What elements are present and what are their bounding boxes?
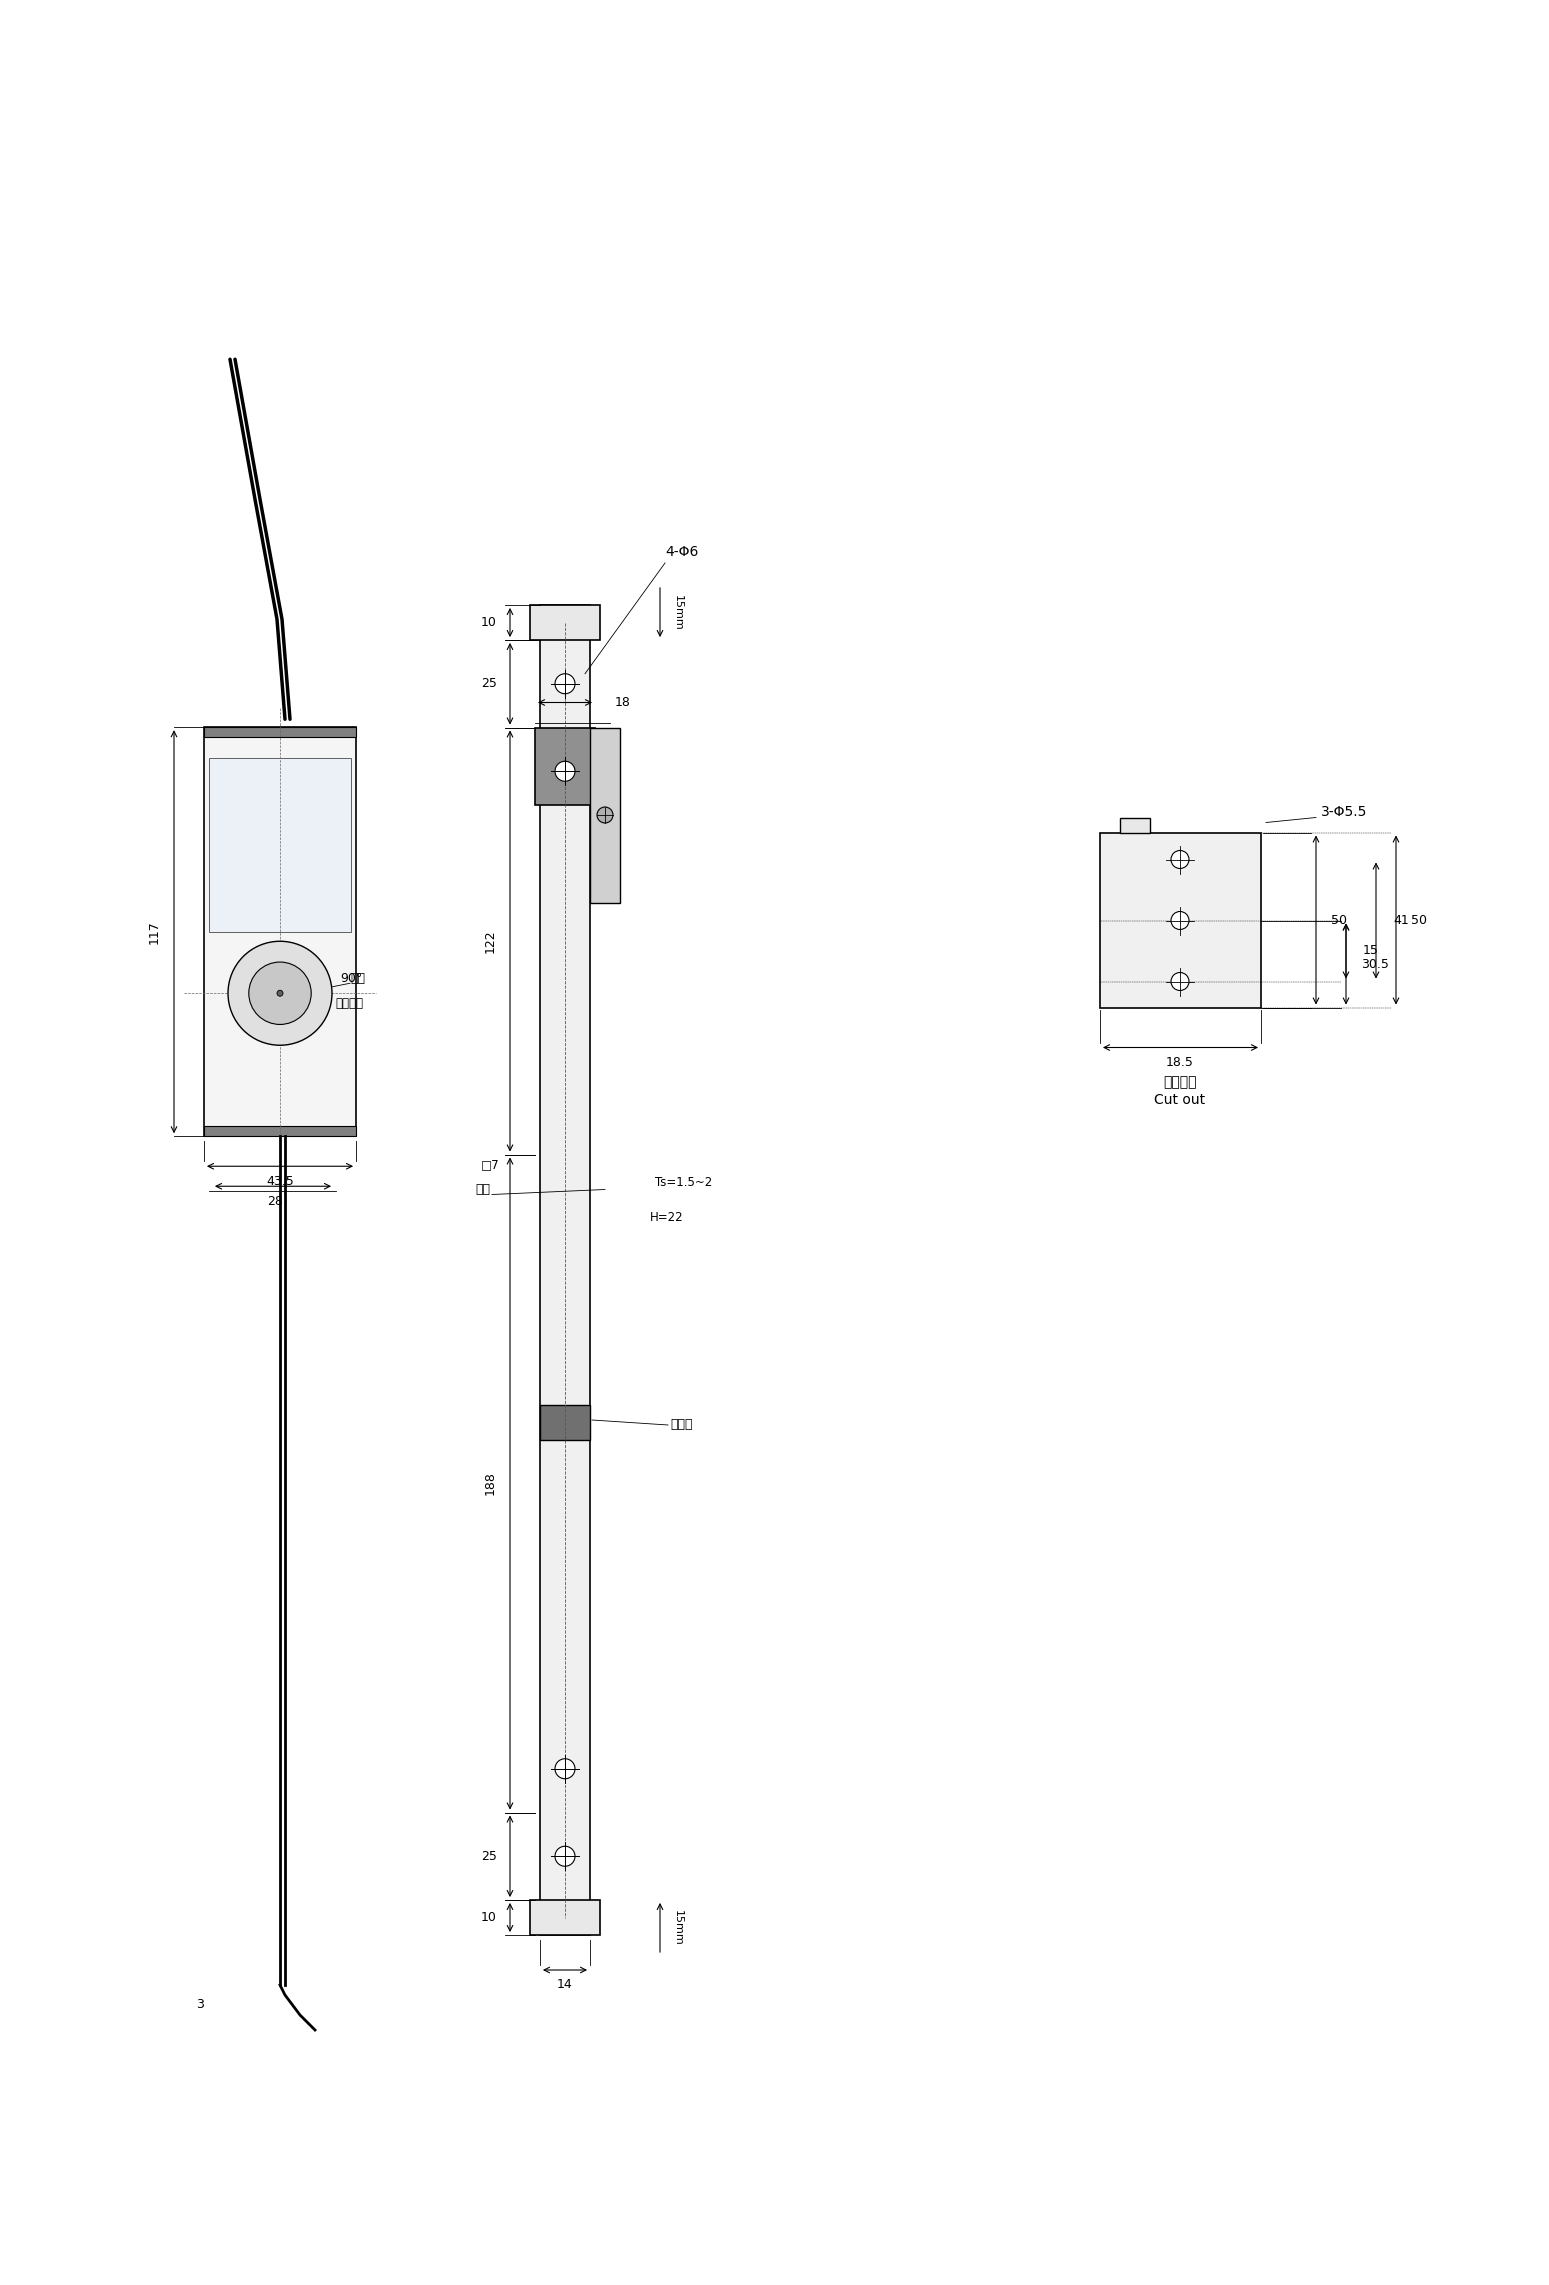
Circle shape — [555, 761, 575, 781]
Text: 50: 50 — [1411, 914, 1427, 928]
Circle shape — [1171, 912, 1190, 930]
Bar — [204, 1127, 356, 1136]
Text: 3-Φ5.5: 3-Φ5.5 — [1321, 807, 1368, 820]
Text: 传动条: 传动条 — [671, 1419, 692, 1430]
Text: 4-Φ6: 4-Φ6 — [665, 546, 699, 560]
Bar — [209, 759, 352, 932]
Text: 41: 41 — [1393, 914, 1408, 928]
Text: 15mm: 15mm — [672, 1910, 683, 1945]
Bar — [530, 1901, 599, 1935]
Bar — [534, 727, 595, 804]
Text: 15: 15 — [1363, 944, 1379, 957]
Text: 117: 117 — [149, 921, 161, 944]
Text: 50: 50 — [1331, 914, 1348, 928]
Circle shape — [1171, 973, 1190, 989]
Text: 18.5: 18.5 — [1166, 1056, 1194, 1069]
Text: H=22: H=22 — [651, 1211, 683, 1225]
Bar — [1100, 832, 1261, 1008]
Text: 3: 3 — [197, 1999, 204, 2011]
Text: 18: 18 — [615, 697, 630, 708]
Text: 锁芯: 锁芯 — [350, 971, 366, 985]
Text: 28: 28 — [266, 1195, 283, 1209]
Text: 90°: 90° — [339, 971, 362, 985]
Text: □7: □7 — [482, 1158, 500, 1172]
Text: 188: 188 — [483, 1472, 497, 1494]
Text: 15mm: 15mm — [672, 594, 683, 631]
Circle shape — [1171, 850, 1190, 868]
Text: 开孔尺寸: 开孔尺寸 — [1163, 1076, 1197, 1090]
Text: 钒栓: 钒栓 — [476, 1184, 489, 1195]
Text: 10: 10 — [482, 1910, 497, 1924]
Circle shape — [555, 1846, 575, 1867]
Bar — [204, 727, 356, 738]
Text: 25: 25 — [482, 676, 497, 690]
Bar — [1120, 818, 1149, 832]
Text: Ts=1.5~2: Ts=1.5~2 — [655, 1177, 713, 1188]
Bar — [541, 1405, 590, 1440]
Circle shape — [555, 1759, 575, 1778]
Text: 43.5: 43.5 — [266, 1174, 294, 1188]
Text: Cut out: Cut out — [1154, 1092, 1205, 1106]
Circle shape — [555, 674, 575, 695]
Text: 122: 122 — [483, 930, 497, 953]
Text: 旋转幅度: 旋转幅度 — [335, 996, 362, 1010]
Circle shape — [277, 989, 283, 996]
Bar — [530, 606, 599, 640]
Circle shape — [249, 962, 311, 1024]
Text: 14: 14 — [558, 1979, 573, 1993]
Circle shape — [228, 941, 331, 1044]
Bar — [541, 606, 590, 1935]
Text: 25: 25 — [482, 1851, 497, 1862]
Text: 30.5: 30.5 — [1362, 957, 1389, 971]
Bar — [590, 727, 620, 903]
Text: 10: 10 — [482, 617, 497, 628]
Bar — [204, 727, 356, 1136]
Circle shape — [596, 807, 613, 823]
